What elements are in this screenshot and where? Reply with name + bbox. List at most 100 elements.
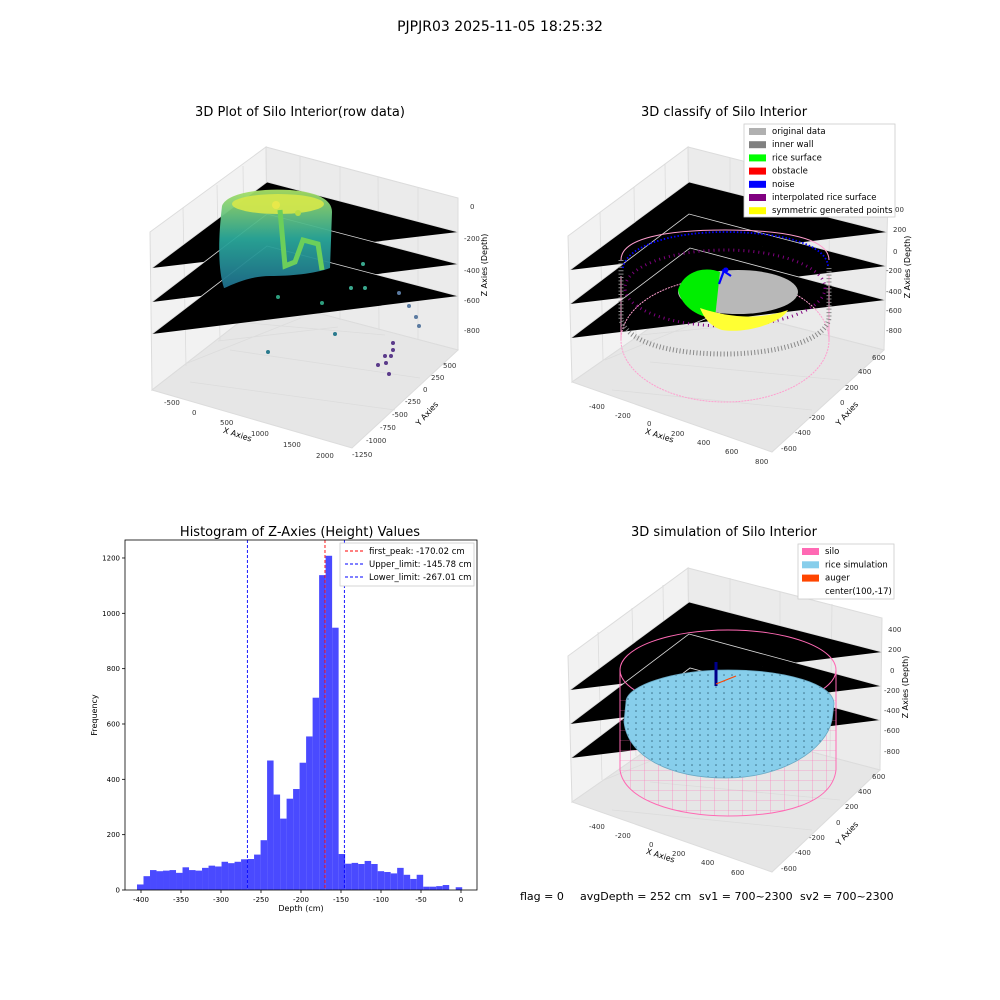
legend-label: symmetric generated points bbox=[772, 206, 893, 216]
sv2-text: sv2 = 700~2300 bbox=[800, 890, 894, 903]
raw-3d-x-tick: 1500 bbox=[283, 441, 301, 449]
legend-label: original data bbox=[772, 127, 826, 137]
sim-3d-y-tick: -600 bbox=[781, 865, 797, 873]
legend-swatch bbox=[749, 207, 766, 215]
histogram-bar bbox=[325, 555, 333, 890]
sim-3d-y-tick: -400 bbox=[795, 849, 811, 857]
raw-3d-x-tick: 0 bbox=[192, 409, 196, 417]
histogram-bar bbox=[169, 870, 177, 890]
histogram-bar bbox=[189, 870, 196, 890]
legend-label: rice simulation bbox=[825, 560, 888, 570]
sim-3d-z-ticks: 400 200 0 -200 -400 -600 -800 bbox=[884, 626, 901, 756]
histogram-bar bbox=[423, 886, 430, 890]
classify-3d-x-tick: -400 bbox=[589, 403, 605, 411]
legend-frame bbox=[339, 542, 475, 587]
legend-swatch bbox=[749, 194, 766, 201]
histogram-bar bbox=[254, 854, 261, 890]
x-tick-label: -250 bbox=[253, 896, 269, 904]
histogram-bar bbox=[397, 867, 404, 890]
histogram-bar bbox=[247, 859, 255, 890]
histogram-bar bbox=[390, 873, 398, 890]
raw-3d-y-tick: 0 bbox=[423, 386, 427, 394]
raw-3d-y-tick: -1000 bbox=[366, 437, 386, 445]
sim-3d-x-tick: -200 bbox=[615, 832, 631, 840]
histogram-bar bbox=[436, 886, 443, 890]
legend-swatch bbox=[802, 561, 819, 569]
sim-3d-x-tick: -400 bbox=[589, 823, 605, 831]
histogram-vlines bbox=[246, 540, 345, 890]
classify-3d-y-tick: 200 bbox=[845, 384, 858, 392]
classify-3d-x-ticks: -400 -200 0 200 400 600 800 bbox=[589, 403, 768, 466]
histogram-bar bbox=[306, 736, 313, 890]
classify-3d-x-tick: 800 bbox=[755, 458, 768, 466]
histogram-bar bbox=[455, 887, 463, 890]
legend-label: obstacle bbox=[772, 167, 808, 177]
legend-swatch bbox=[749, 154, 766, 162]
classify-3d-z-tick: -800 bbox=[886, 327, 902, 335]
histogram-bar bbox=[358, 863, 365, 890]
histogram-bar bbox=[416, 874, 424, 890]
histogram-bar bbox=[351, 862, 359, 890]
classify-3d-z-tick: -400 bbox=[886, 288, 902, 296]
classify-3d-z-tick: 0 bbox=[893, 248, 897, 256]
raw-3d-z-tick: -800 bbox=[464, 327, 480, 335]
classify-3d-y-tick: 600 bbox=[872, 354, 885, 362]
classify-3d-x-tick: 200 bbox=[671, 430, 684, 438]
histogram-bar bbox=[280, 818, 287, 890]
y-tick-label: 800 bbox=[107, 665, 120, 673]
classify-3d-y-tick: 0 bbox=[840, 399, 844, 407]
legend-label: center(100,-17) bbox=[825, 587, 892, 597]
classify-3d-z-tick: -600 bbox=[886, 307, 902, 315]
raw-3d-title: 3D Plot of Silo Interior(row data) bbox=[195, 105, 405, 120]
legend-swatch bbox=[749, 180, 766, 188]
sim-3d-z-tick: -800 bbox=[884, 748, 900, 756]
y-tick-label: 1200 bbox=[102, 554, 120, 562]
sim-3d-y-tick: 200 bbox=[845, 803, 858, 811]
raw-3d-x-ticks: -500 0 500 1000 1500 2000 bbox=[164, 399, 334, 460]
flag-text: flag = 0 bbox=[520, 890, 564, 903]
classify-3d-x-tick: 0 bbox=[647, 420, 651, 428]
sim-3d-x-tick: 400 bbox=[701, 859, 714, 867]
raw-3d-y-tick: -1250 bbox=[352, 451, 372, 459]
raw-3d-zlabel: Z Axies (Depth) bbox=[480, 234, 489, 297]
classify-3d-y-tick: -400 bbox=[795, 429, 811, 437]
sim-3d-legend-entries: silo rice simulation auger center(100,-17) bbox=[802, 547, 892, 597]
y-tick-label: 1000 bbox=[102, 610, 120, 618]
legend-label: Lower_limit: -267.01 cm bbox=[369, 573, 471, 583]
classify-3d-z-tick: 200 bbox=[893, 226, 906, 234]
sim-3d-y-tick: 600 bbox=[872, 773, 885, 781]
raw-3d-y-tick: -500 bbox=[392, 411, 408, 419]
classify-3d-y-tick: 400 bbox=[858, 368, 871, 376]
raw-3d-y-ticks: 500 250 0 -250 -500 -750 -1000 -1250 bbox=[352, 362, 456, 459]
x-tick-label: -100 bbox=[373, 896, 389, 904]
histogram-bar bbox=[377, 871, 385, 890]
panel-raw-3d: 3D Plot of Silo Interior(row data) bbox=[149, 105, 489, 460]
sim-3d-y-tick: -200 bbox=[809, 834, 825, 842]
status-footer: flag = 0 avgDepth = 252 cm sv1 = 700~230… bbox=[520, 890, 894, 903]
legend-label: inner wall bbox=[772, 140, 813, 150]
x-tick-label: -300 bbox=[213, 896, 229, 904]
raw-3d-z-ticks: 0 -200 -400 -600 -800 bbox=[464, 203, 480, 335]
y-tick-label: 400 bbox=[107, 776, 120, 784]
panel-classify-3d: 3D classify of Silo Interior origina bbox=[567, 105, 912, 466]
histogram-bar bbox=[163, 870, 170, 890]
classify-3d-y-tick: -200 bbox=[809, 414, 825, 422]
classify-3d-title: 3D classify of Silo Interior bbox=[641, 105, 808, 120]
classify-3d-ylabel: Y Axies bbox=[833, 400, 860, 428]
raw-3d-z-tick: -200 bbox=[464, 235, 480, 243]
panel-histogram: Histogram of Z-Axies (Height) Values -40… bbox=[90, 525, 478, 913]
sim-3d-z-tick: 200 bbox=[888, 646, 901, 654]
sv1-text: sv1 = 700~2300 bbox=[699, 890, 793, 903]
raw-3d-x-tick: 1000 bbox=[251, 430, 269, 438]
classify-3d-z-ticks: 00 200 0 -200 -400 -600 -800 bbox=[886, 206, 906, 335]
histogram-bar bbox=[208, 865, 216, 890]
x-tick-label: 0 bbox=[459, 896, 463, 904]
sim-3d-z-tick: -200 bbox=[884, 687, 900, 695]
raw-3d-z-tick: -400 bbox=[464, 267, 480, 275]
sim-3d-x-tick: 0 bbox=[649, 841, 653, 849]
x-tick-label: -400 bbox=[133, 896, 149, 904]
classify-3d-zlabel: Z Axies (Depth) bbox=[903, 236, 912, 299]
histogram-bar bbox=[286, 798, 294, 890]
chart-title: Histogram of Z-Axies (Height) Values bbox=[180, 525, 420, 540]
avg-depth-text: avgDepth = 252 cm bbox=[580, 890, 691, 903]
